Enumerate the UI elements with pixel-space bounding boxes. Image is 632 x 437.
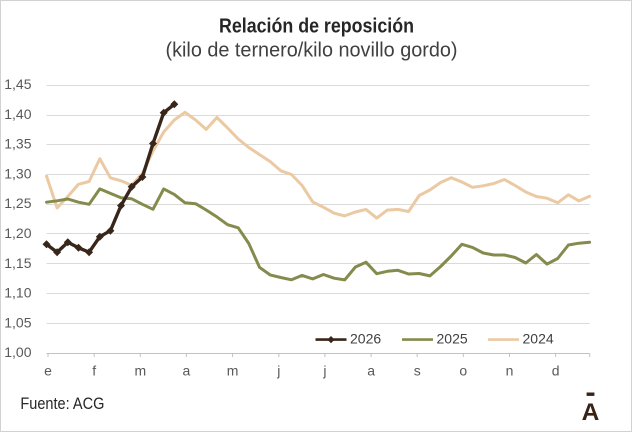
svg-text:m: m [134, 363, 146, 379]
svg-text:(kilo de ternero/kilo novillo: (kilo de ternero/kilo novillo gordo) [166, 40, 458, 62]
svg-text:n: n [506, 363, 514, 379]
svg-text:2025: 2025 [437, 330, 468, 346]
svg-text:2024: 2024 [523, 330, 554, 346]
svg-text:Relación de reposición: Relación de reposición [219, 15, 414, 37]
svg-text:d: d [552, 363, 560, 379]
svg-text:1,45: 1,45 [4, 76, 31, 92]
svg-text:e: e [44, 363, 52, 379]
svg-text:f: f [92, 363, 96, 379]
svg-text:2026: 2026 [350, 330, 381, 346]
svg-text:o: o [459, 363, 467, 379]
svg-text:a: a [367, 363, 375, 379]
svg-text:A: A [582, 399, 600, 426]
svg-text:j: j [276, 363, 280, 379]
svg-text:1,25: 1,25 [4, 195, 31, 211]
svg-text:a: a [183, 363, 191, 379]
svg-text:1,15: 1,15 [4, 255, 31, 271]
svg-text:1,35: 1,35 [4, 136, 31, 152]
svg-text:Fuente: ACG: Fuente: ACG [20, 394, 104, 413]
svg-text:j: j [322, 363, 326, 379]
svg-text:1,00: 1,00 [4, 344, 31, 360]
svg-text:1,40: 1,40 [4, 106, 31, 122]
svg-text:1,30: 1,30 [4, 165, 31, 181]
svg-text:1,10: 1,10 [4, 285, 31, 301]
svg-text:1,05: 1,05 [4, 314, 31, 330]
svg-text:m: m [227, 363, 239, 379]
svg-text:1,20: 1,20 [4, 225, 31, 241]
svg-text:s: s [414, 363, 421, 379]
